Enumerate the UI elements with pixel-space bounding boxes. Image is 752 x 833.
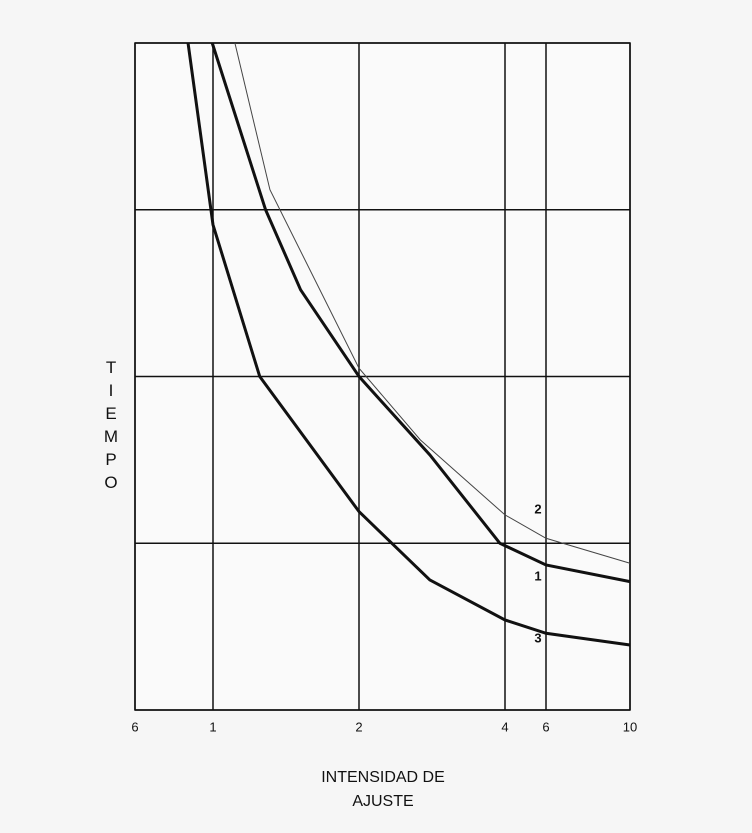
x-tick-label: 10	[623, 719, 637, 734]
x-tick-label: 6	[542, 719, 549, 734]
y-axis-title: TIEMPO	[102, 358, 121, 496]
x-tick-label: 6	[131, 719, 138, 734]
x-tick-label: 2	[355, 719, 362, 734]
line-series	[210, 42, 631, 584]
x-tick-label: 4	[501, 719, 508, 734]
line-series	[234, 42, 631, 564]
series-label: 3	[534, 631, 541, 646]
line-series	[186, 42, 631, 647]
x-axis-title: INTENSIDAD DE	[321, 769, 445, 786]
x-axis-title: AJUSTE	[352, 793, 413, 810]
x-tick-label: 1	[209, 719, 216, 734]
series-label: 1	[534, 568, 541, 583]
series-label: 2	[534, 502, 541, 517]
